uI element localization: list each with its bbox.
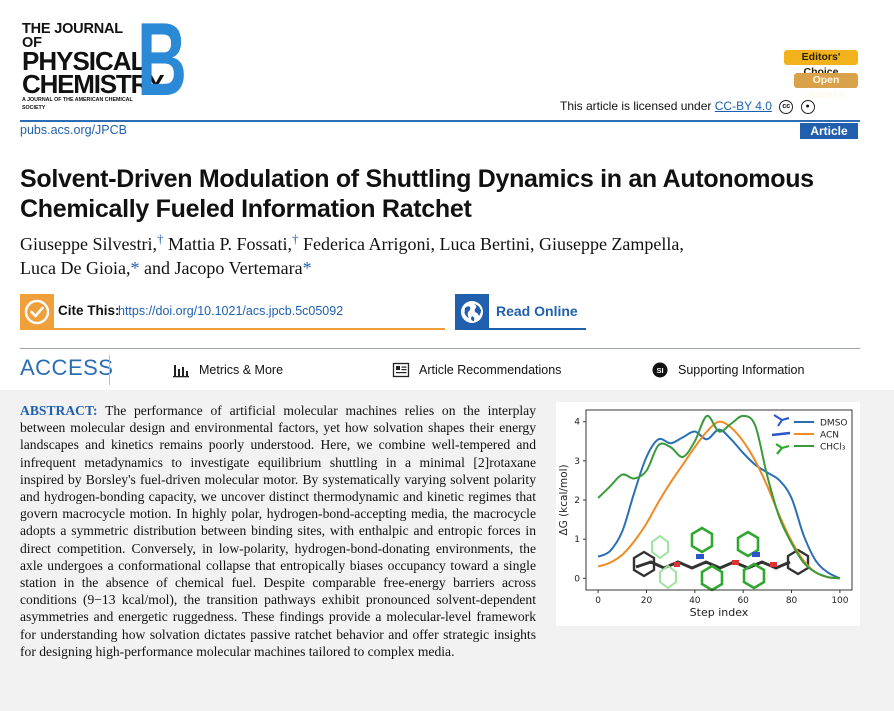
rotaxane-molecule-illustration [632, 526, 810, 592]
supporting-information-link[interactable]: Supporting Information [678, 363, 805, 377]
journal-name-line2: PHYSICAL [22, 46, 146, 76]
article-title: Solvent-Driven Modulation of Shuttling D… [20, 165, 814, 223]
license-link[interactable]: CC-BY 4.0 [714, 99, 772, 113]
abstract-text: The performance of artificial molecular … [20, 403, 536, 659]
x-tick-label: 20 [641, 596, 653, 606]
x-tick-label: 0 [595, 596, 601, 606]
chart-legend: DMSO ACN CHCl₃ [771, 414, 848, 455]
author[interactable]: Luca Bertini, [439, 234, 535, 254]
journal-section-letter: B [140, 16, 186, 100]
series-line-dmso [597, 428, 841, 580]
article-type-tag: Article [800, 123, 858, 139]
cite-doi-link[interactable]: https://doi.org/10.1021/acs.jpcb.5c05092 [118, 304, 344, 318]
y-tick-label: 2 [574, 496, 580, 506]
journal-logo: THE JOURNAL OF PHYSICAL CHEMISTRY A JOUR… [22, 21, 165, 112]
metrics-and-more-link[interactable]: Metrics & More [199, 363, 284, 377]
journal-name-line3: CHEMISTRY [22, 69, 165, 99]
x-tick-label: 40 [689, 596, 701, 606]
x-tick-label: 100 [831, 596, 848, 606]
by-attribution-icon: ● [800, 99, 815, 114]
author[interactable]: Giuseppe Zampella, [538, 234, 684, 254]
y-tick-label: 1 [574, 535, 580, 545]
acn-molecule-icon [771, 431, 791, 437]
editors-choice-badge[interactable]: Editors' Choice [784, 50, 858, 78]
series-line-acn [597, 420, 840, 580]
journal-tagline: A JOURNAL OF THE AMERICAN CHEMICAL SOCIE… [22, 97, 133, 111]
series-line-chcl [597, 414, 840, 580]
license-notice: This article is licensed under CC-BY 4.0… [560, 99, 860, 115]
y-axis-label: ΔG (kcal/mol) [558, 464, 570, 535]
x-tick-label: 60 [737, 596, 749, 606]
cite-this-box [54, 294, 445, 330]
supporting-information-icon: SI [652, 362, 668, 378]
license-prefix: This article is licensed under [560, 99, 712, 113]
y-tick-label: 3 [574, 457, 580, 467]
x-tick-label: 80 [786, 596, 798, 606]
bar-chart-icon [173, 365, 189, 378]
author[interactable]: Luca De Gioia,* [20, 258, 140, 278]
x-axis-label: Step index [690, 606, 749, 619]
journal-name-line1: THE JOURNAL OF [22, 21, 123, 51]
journal-section-b-logo: B [140, 16, 186, 100]
article-recommendations-icon [392, 362, 410, 378]
read-online-box [489, 294, 586, 330]
cite-check-icon[interactable] [20, 294, 54, 330]
author[interactable]: and Jacopo Vertemara* [143, 258, 312, 278]
author[interactable]: Federica Arrigoni, [303, 234, 435, 254]
y-tick-label: 0 [574, 574, 580, 584]
access-bar [20, 355, 860, 388]
free-energy-chart: 0 20 40 60 80 100 0 1 2 3 4 Step index ΔG (kcal/mol)… [558, 409, 853, 619]
author-list: Giuseppe Silvestri,† Mattia P. Fossati,†… [20, 232, 870, 280]
toc-graphic: 0 20 40 60 80 100 0 1 2 3 4 Step index ΔG (kcal/mol)… [556, 402, 860, 626]
abstract-label: ABSTRACT: [20, 403, 98, 418]
cc-icon: cc [779, 99, 794, 114]
access-divider [109, 355, 110, 385]
access-label: ACCESS [20, 355, 114, 380]
dmso-molecule-icon [773, 414, 790, 427]
legend-label: CHCl₃ [820, 443, 846, 453]
y-tick-label: 4 [574, 418, 580, 428]
globe-icon[interactable] [455, 294, 489, 330]
plot-frame [585, 409, 853, 591]
abstract-body: ABSTRACT: The performance of artificial … [20, 402, 860, 660]
open-access-badge[interactable]: Open Access [794, 73, 858, 101]
article-recommendations-link[interactable]: Article Recommendations [419, 363, 562, 377]
chart-series [597, 414, 841, 580]
legend-label: DMSO [820, 419, 848, 429]
header-rule [20, 120, 860, 122]
cite-this-label: Cite This: [58, 303, 120, 318]
chart-axes: 0 20 40 60 80 100 0 1 2 3 4 Step index ΔG (kcal/mol) [558, 409, 853, 619]
chcl3-molecule-icon [775, 443, 790, 455]
access-bar-rule [20, 348, 860, 349]
author[interactable]: Mattia P. Fossati,† [168, 231, 299, 254]
author[interactable]: Giuseppe Silvestri,† [20, 231, 164, 254]
si-badge-text: SI [656, 366, 663, 375]
read-online-link[interactable]: Read Online [496, 303, 578, 319]
journal-url[interactable]: pubs.acs.org/JPCB [20, 123, 127, 137]
legend-label: ACN [820, 431, 839, 441]
